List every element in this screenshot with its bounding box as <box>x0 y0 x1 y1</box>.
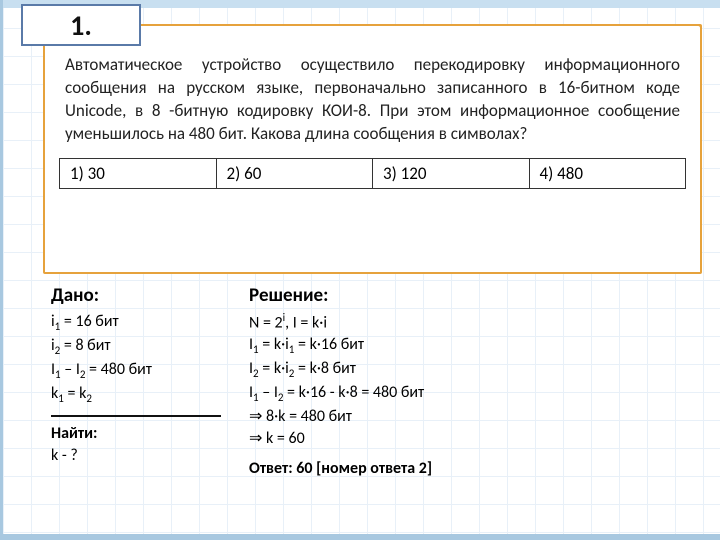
solution-line-3: I2 = k·i2 = k·8 бит <box>249 358 698 382</box>
problem-text: Автоматическое устройство осуществило пе… <box>59 54 686 146</box>
solution-line-4: I1 – I2 = k·16 - k·8 = 480 бит <box>249 382 698 406</box>
given-line-3: I1 – I2 = 480 бит <box>51 359 223 383</box>
given-divider <box>51 415 221 417</box>
work-area: Дано: i1 = 16 бит i2 = 8 бит I1 – I2 = 4… <box>51 284 698 478</box>
given-heading: Дано: <box>51 284 223 307</box>
option-2: 2) 60 <box>217 159 374 188</box>
options-row: 1) 30 2) 60 3) 120 4) 480 <box>59 158 686 189</box>
find-heading: Найти: <box>51 423 223 445</box>
solution-line-5: ⇒ 8·k = 480 бит <box>249 406 698 428</box>
given-line-4: k1 = k2 <box>51 383 223 407</box>
problem-frame: Автоматическое устройство осуществило пе… <box>43 24 702 274</box>
option-4: 4) 480 <box>530 159 686 188</box>
answer-text: Ответ: 60 [номер ответа 2] <box>249 459 698 478</box>
solution-line-6: ⇒ k = 60 <box>249 428 698 450</box>
solution-block: Решение: N = 2i, I = k·i I1 = k·i1 = k·1… <box>231 284 698 478</box>
solution-line-2: I1 = k·i1 = k·16 бит <box>249 334 698 358</box>
task-number-box: 1. <box>21 4 141 46</box>
given-line-2: i2 = 8 бит <box>51 335 223 359</box>
find-text: k - ? <box>51 445 223 467</box>
option-3: 3) 120 <box>373 159 530 188</box>
slide: 1. Автоматическое устройство осуществило… <box>0 0 720 540</box>
solution-heading: Решение: <box>249 284 698 307</box>
option-1: 1) 30 <box>60 159 217 188</box>
given-block: Дано: i1 = 16 бит i2 = 8 бит I1 – I2 = 4… <box>51 284 231 478</box>
solution-line-1: N = 2i, I = k·i <box>249 311 698 334</box>
task-number: 1. <box>70 8 92 43</box>
given-line-1: i1 = 16 бит <box>51 311 223 335</box>
bottom-strip <box>3 534 720 540</box>
